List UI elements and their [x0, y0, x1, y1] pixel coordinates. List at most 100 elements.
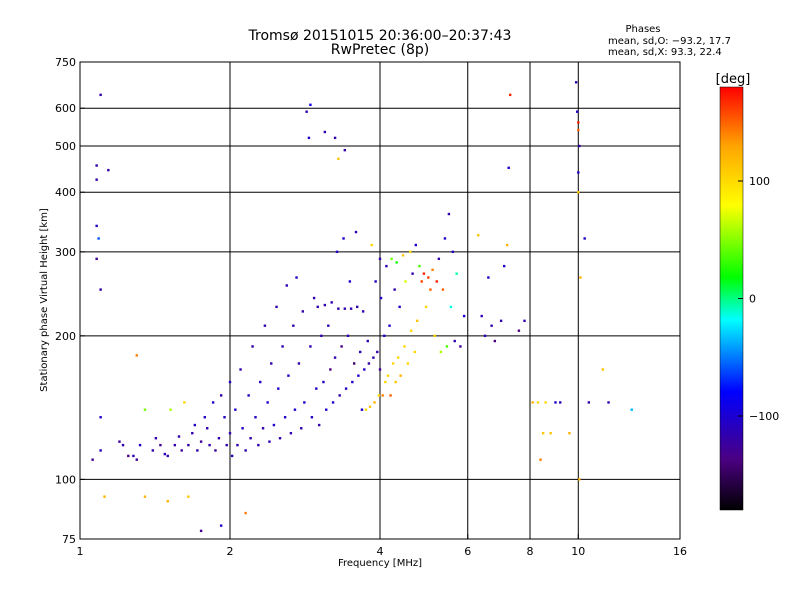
data-point [449, 305, 453, 309]
data-point [364, 408, 368, 411]
data-point [539, 458, 542, 461]
data-point [577, 128, 580, 132]
data-point [305, 110, 308, 113]
data-point [346, 334, 350, 338]
data-point [401, 254, 405, 257]
data-point [330, 301, 333, 304]
data-point [234, 408, 237, 411]
data-point [378, 368, 382, 371]
data-point [187, 443, 190, 447]
data-point [118, 440, 121, 443]
data-point [360, 408, 364, 411]
data-point [418, 264, 421, 268]
data-point [199, 529, 203, 533]
data-point [91, 458, 94, 461]
data-point [278, 437, 282, 440]
data-point [531, 401, 534, 404]
data-point [342, 237, 345, 240]
data-point [166, 500, 169, 503]
data-point [435, 280, 438, 283]
data-point [459, 345, 462, 348]
data-point [396, 356, 400, 359]
data-point [261, 427, 265, 430]
y-tick-label: 750 [55, 56, 76, 69]
data-point [285, 284, 288, 287]
data-point [180, 449, 183, 452]
data-point [196, 449, 199, 452]
data-point [303, 401, 306, 404]
data-point [343, 307, 347, 310]
data-point [554, 401, 557, 404]
data-point [576, 110, 579, 113]
data-point [135, 354, 138, 357]
data-point [477, 234, 480, 237]
data-point [289, 431, 293, 435]
data-point [166, 454, 169, 458]
data-point [223, 416, 226, 419]
y-tick-label: 200 [55, 330, 76, 343]
data-point [455, 272, 458, 275]
data-point [95, 224, 98, 228]
data-point [577, 171, 580, 174]
data-point [138, 443, 142, 447]
colorbar-tick-label: 0 [749, 293, 756, 306]
data-point [309, 103, 312, 107]
data-point [424, 305, 428, 309]
data-point [309, 345, 312, 348]
data-point [344, 387, 348, 390]
data-point [587, 401, 591, 404]
data-point [447, 212, 451, 216]
data-point [266, 401, 269, 404]
colorbar-label: [deg] [716, 72, 751, 87]
data-point [391, 362, 395, 365]
data-point [379, 296, 383, 300]
data-point [490, 324, 493, 327]
chart-title: Tromsø 20151015 20:36:00–20:37:43 [248, 28, 512, 44]
data-point [95, 178, 98, 181]
data-point [301, 310, 305, 313]
data-point [322, 380, 325, 384]
data-point [377, 394, 381, 397]
data-point [277, 387, 280, 390]
data-point [99, 288, 102, 291]
data-point [577, 191, 580, 194]
data-point [574, 81, 578, 84]
data-point [312, 296, 316, 300]
data-point [422, 272, 426, 275]
data-point [335, 250, 339, 254]
data-point [385, 264, 388, 268]
data-point [409, 250, 412, 254]
data-point [499, 319, 503, 323]
data-point [354, 230, 358, 234]
x-tick-label: 10 [571, 545, 585, 558]
data-point [316, 305, 319, 309]
data-point [293, 408, 297, 411]
data-point [287, 374, 290, 377]
data-point [607, 401, 610, 404]
y-tick-label: 600 [55, 102, 76, 115]
data-point [263, 324, 267, 327]
data-point [357, 374, 360, 377]
data-point [199, 440, 203, 443]
data-point [127, 454, 130, 458]
x-tick-label: 16 [673, 545, 687, 558]
data-point [323, 303, 327, 307]
data-point [348, 280, 352, 283]
data-point [368, 405, 372, 408]
data-point [373, 401, 376, 404]
data-point [507, 166, 510, 170]
data-point [159, 443, 162, 447]
phases-x-line: mean, sd,X: 93.3, 22.4 [608, 47, 722, 58]
data-point [601, 368, 605, 371]
data-point [329, 368, 332, 371]
data-point [630, 408, 633, 411]
data-point [394, 380, 397, 384]
data-point [173, 443, 177, 447]
data-point [414, 243, 418, 247]
data-point [505, 243, 509, 247]
data-point [95, 257, 98, 261]
data-point [376, 350, 379, 354]
data-point [398, 305, 401, 309]
data-point [453, 339, 456, 343]
